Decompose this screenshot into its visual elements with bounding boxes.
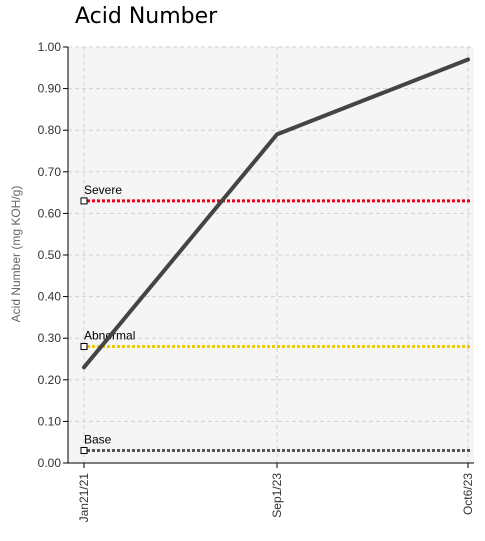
y-tick-label: 0.40 [38, 290, 62, 304]
severe-threshold-marker [80, 197, 88, 205]
y-tick-label: 0.70 [38, 165, 62, 179]
data-point [466, 57, 470, 61]
y-tick-label: 0.10 [38, 414, 62, 428]
base-threshold-marker [80, 447, 88, 455]
x-tick-label: Oct6/23 [461, 473, 475, 515]
y-tick-label: 0.50 [38, 248, 62, 262]
y-tick-label: 0.20 [38, 373, 62, 387]
y-tick-label: 1.00 [38, 40, 62, 54]
x-tick-label: Sep1/23 [270, 473, 284, 518]
y-tick-label: 0.90 [38, 82, 62, 96]
chart-title: Acid Number [75, 4, 218, 29]
base-threshold-label: Base [84, 433, 112, 447]
severe-threshold-label: Severe [84, 183, 122, 197]
y-tick-label: 0.30 [38, 331, 62, 345]
data-point [275, 132, 279, 136]
data-point [82, 365, 86, 369]
y-tick-label: 0.00 [38, 456, 62, 470]
y-tick-label: 0.60 [38, 206, 62, 220]
abnormal-threshold-marker [80, 343, 88, 351]
x-tick-label: Jan21/21 [77, 473, 91, 523]
y-tick-label: 0.80 [38, 123, 62, 137]
